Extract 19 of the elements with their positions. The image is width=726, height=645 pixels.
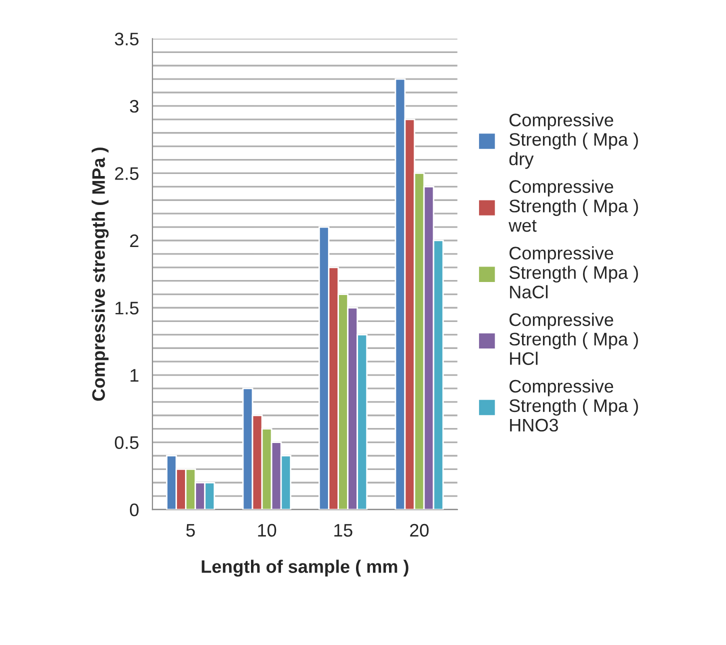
x-tick-label: 5 (186, 524, 195, 537)
y-tick-label: 2.5 (115, 167, 139, 180)
y-tick-label: 3 (130, 100, 138, 113)
legend-label: Compressive Strength ( Mpa ) HCl (509, 312, 638, 365)
y-tick-label: 0.5 (114, 436, 139, 450)
legend-label: Compressive Strength ( Mpa ) wet (508, 180, 638, 232)
legend-label: Compressive Strength ( Mpa ) dry (509, 113, 638, 169)
y-tick-label: 1 (130, 369, 138, 382)
y-tick-label: 1.5 (116, 302, 139, 314)
x-tick-label: 20 (410, 524, 429, 537)
x-tick-label: 10 (258, 524, 276, 537)
y-tick-label: 0 (130, 503, 139, 516)
x-axis-title: Length of sample ( mm ) (202, 560, 408, 577)
legend-label: Compressive Strength ( Mpa ) HNO3 (509, 379, 638, 432)
y-tick-label: 3.5 (114, 32, 139, 46)
legend-label: Compressive Strength ( Mpa ) NaCl (509, 246, 638, 298)
y-tick-label: 2 (130, 234, 138, 248)
y-axis-title: Compressive strength ( MPa ) (92, 148, 109, 401)
x-tick-label: 15 (334, 524, 352, 537)
